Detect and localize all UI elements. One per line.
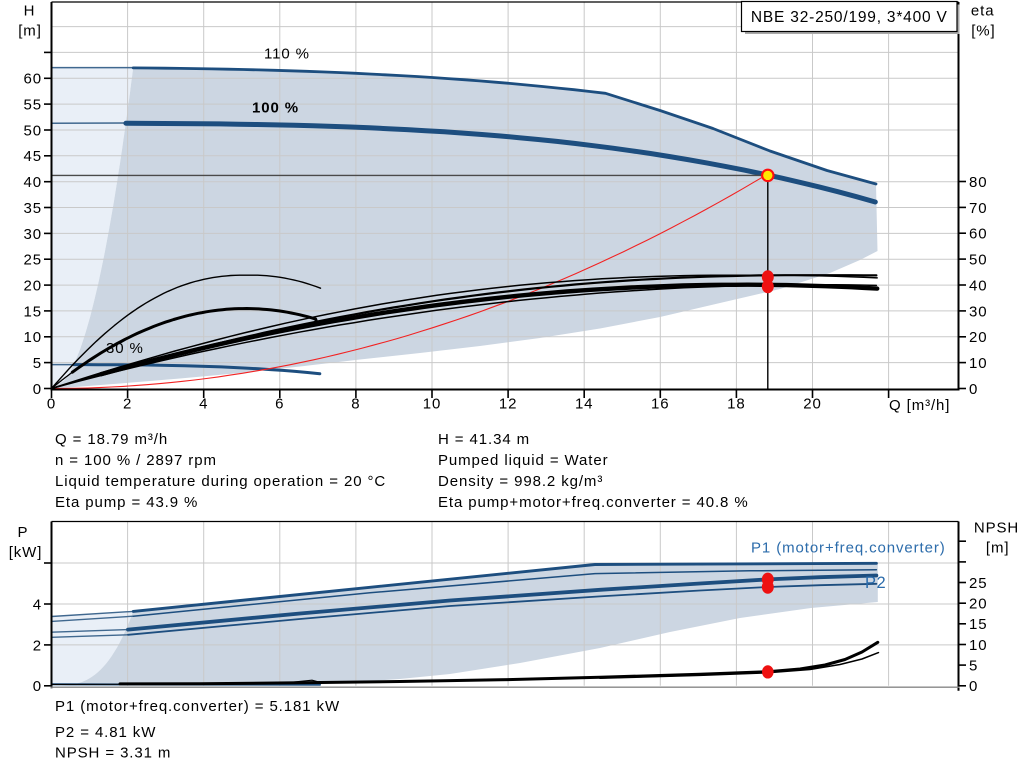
svg-text:50: 50 [969, 252, 988, 269]
svg-text:P1 (motor+freq.converter): P1 (motor+freq.converter) [751, 540, 946, 557]
svg-text:20: 20 [24, 278, 43, 295]
svg-text:n = 100 % / 2897 rpm: n = 100 % / 2897 rpm [55, 452, 217, 469]
svg-text:Eta pump+motor+freq.converter: Eta pump+motor+freq.converter = 40.8 % [438, 494, 749, 511]
svg-text:NPSH = 3.31 m: NPSH = 3.31 m [55, 744, 171, 761]
svg-text:P: P [18, 524, 29, 541]
svg-text:30: 30 [24, 226, 43, 243]
svg-text:0: 0 [33, 381, 42, 398]
svg-text:16: 16 [651, 396, 670, 413]
svg-text:NBE 32-250/199, 3*400 V: NBE 32-250/199, 3*400 V [751, 9, 948, 26]
svg-text:30: 30 [969, 303, 988, 320]
svg-text:20: 20 [803, 396, 822, 413]
svg-text:18: 18 [727, 396, 746, 413]
svg-text:Q = 18.79 m³/h: Q = 18.79 m³/h [55, 431, 168, 448]
svg-text:5: 5 [969, 658, 978, 675]
svg-text:Density = 998.2 kg/m³: Density = 998.2 kg/m³ [438, 473, 603, 490]
svg-text:H = 41.34 m: H = 41.34 m [438, 431, 530, 448]
svg-text:6: 6 [275, 396, 284, 413]
svg-text:2: 2 [123, 396, 132, 413]
svg-text:60: 60 [24, 71, 43, 88]
svg-text:[m]: [m] [986, 540, 1010, 557]
svg-text:60: 60 [969, 226, 988, 243]
svg-text:8: 8 [351, 396, 360, 413]
svg-text:0: 0 [33, 678, 42, 695]
svg-text:eta: eta [971, 3, 995, 20]
svg-text:15: 15 [24, 303, 43, 320]
svg-text:[m]: [m] [18, 23, 42, 40]
svg-text:2: 2 [33, 637, 42, 654]
svg-text:0: 0 [969, 381, 978, 398]
svg-text:30 %: 30 % [106, 340, 144, 357]
svg-text:100 %: 100 % [252, 99, 299, 116]
svg-text:Pumped liquid = Water: Pumped liquid = Water [438, 452, 609, 469]
svg-text:Q [m³/h]: Q [m³/h] [889, 397, 950, 414]
svg-text:P2 = 4.81 kW: P2 = 4.81 kW [55, 724, 156, 741]
svg-text:H: H [24, 3, 36, 20]
svg-text:50: 50 [24, 122, 43, 139]
svg-text:4: 4 [33, 596, 42, 613]
svg-text:20: 20 [969, 329, 988, 346]
svg-text:55: 55 [24, 97, 43, 114]
svg-text:[kW]: [kW] [9, 544, 43, 561]
svg-text:15: 15 [969, 616, 988, 633]
svg-text:P1 (motor+freq.converter) = 5.: P1 (motor+freq.converter) = 5.181 kW [55, 698, 340, 715]
svg-text:NPSH: NPSH [974, 520, 1019, 537]
svg-text:[%]: [%] [971, 23, 995, 40]
svg-text:40: 40 [969, 277, 988, 294]
svg-text:4: 4 [199, 396, 208, 413]
svg-text:10: 10 [24, 329, 43, 346]
svg-text:35: 35 [24, 200, 43, 217]
svg-text:Eta pump = 43.9 %: Eta pump = 43.9 % [55, 494, 198, 511]
svg-text:12: 12 [499, 396, 518, 413]
svg-text:10: 10 [423, 396, 442, 413]
svg-text:0: 0 [969, 678, 978, 695]
svg-text:110 %: 110 % [264, 46, 310, 63]
svg-text:80: 80 [969, 174, 988, 191]
svg-text:5: 5 [33, 355, 42, 372]
svg-text:25: 25 [969, 575, 988, 592]
svg-text:25: 25 [24, 252, 43, 269]
svg-text:Liquid temperature during oper: Liquid temperature during operation = 20… [55, 473, 386, 490]
svg-text:20: 20 [969, 596, 988, 613]
svg-text:40: 40 [24, 174, 43, 191]
svg-text:0: 0 [47, 396, 56, 413]
svg-text:45: 45 [24, 148, 43, 165]
svg-text:70: 70 [969, 200, 988, 217]
svg-text:P2: P2 [865, 574, 886, 592]
svg-text:14: 14 [575, 396, 594, 413]
svg-text:10: 10 [969, 355, 988, 372]
svg-text:10: 10 [969, 637, 988, 654]
